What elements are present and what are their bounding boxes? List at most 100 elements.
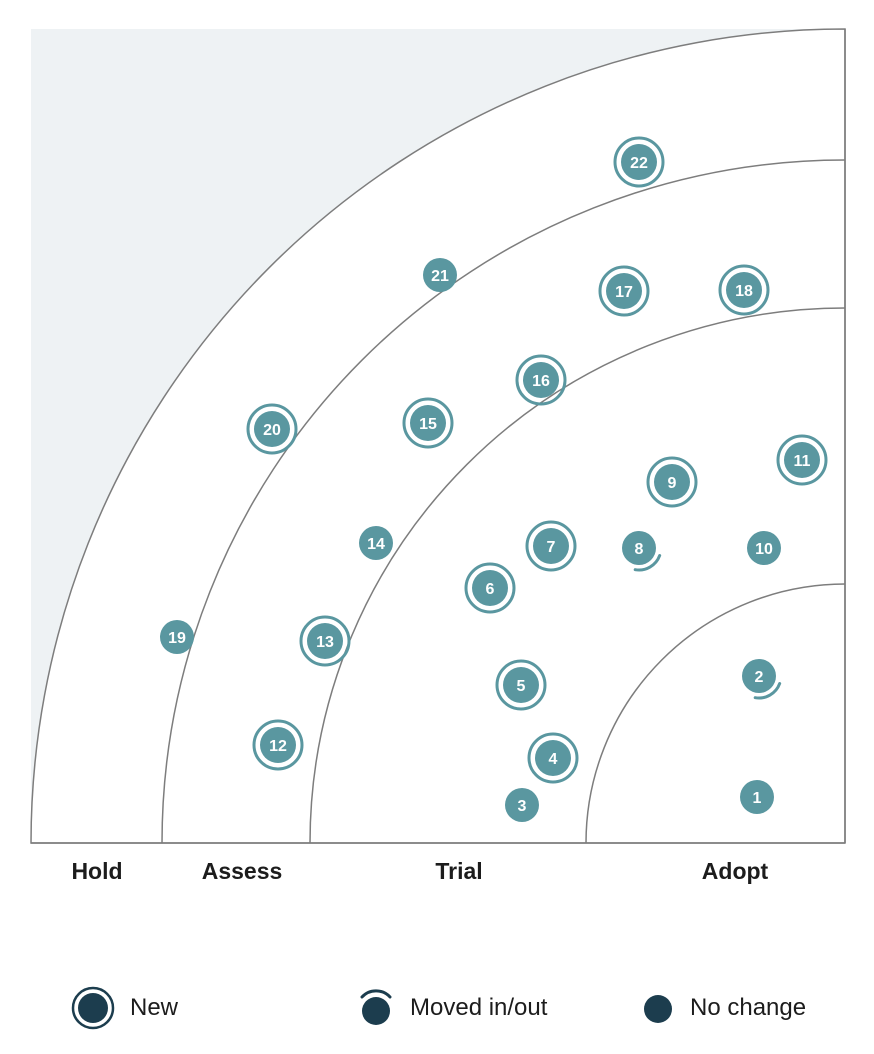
blip-dot	[740, 780, 774, 814]
blip-number: 20	[263, 422, 281, 439]
blip-16[interactable]: 16	[515, 354, 567, 406]
blip-number: 12	[269, 738, 287, 755]
blip-new-ring	[718, 264, 770, 316]
blip-number: 18	[735, 283, 753, 300]
blip-dot	[784, 442, 820, 478]
blip-dot	[359, 526, 393, 560]
legend-label-moved: Moved in/out	[410, 994, 548, 1021]
blip-17[interactable]: 17	[598, 265, 650, 317]
blip-10[interactable]: 10	[747, 531, 781, 565]
ring-label-assess: Assess	[201, 858, 283, 884]
blip-moved-arc	[753, 682, 782, 700]
blip-3[interactable]: 3	[505, 788, 539, 822]
blip-number: 16	[532, 373, 550, 390]
blip-new-ring	[299, 615, 351, 667]
blip-number: 4	[549, 751, 558, 768]
blip-dot	[533, 528, 569, 564]
blip-number: 7	[547, 539, 556, 556]
blip-2[interactable]: 2	[742, 659, 782, 700]
blip-number: 13	[316, 634, 334, 651]
blip-21[interactable]: 21	[423, 258, 457, 292]
blip-12[interactable]: 12	[252, 719, 304, 771]
blip-new-ring	[252, 719, 304, 771]
legend-item-new: New	[70, 984, 178, 1032]
ring-label-trial: Trial	[435, 858, 483, 884]
blip-new-ring	[464, 562, 516, 614]
blip-13[interactable]: 13	[299, 615, 351, 667]
blip-number: 11	[794, 453, 811, 470]
blip-dot	[622, 531, 656, 565]
blip-number: 17	[615, 284, 633, 301]
blip-dot	[747, 531, 781, 565]
blip-dot	[654, 464, 690, 500]
blip-dot	[726, 272, 762, 308]
blip-dot	[505, 788, 539, 822]
blip-8[interactable]: 8	[622, 531, 662, 572]
legend-item-no-change: No change	[640, 984, 806, 1032]
blip-dot	[523, 362, 559, 398]
blip-dot	[742, 659, 776, 693]
blip-dot	[423, 258, 457, 292]
blip-number: 6	[486, 581, 495, 598]
blip-number: 8	[635, 541, 644, 558]
ring-adopt-boundary	[585, 583, 846, 844]
blip-new-ring	[515, 354, 567, 406]
blip-new-ring	[598, 265, 650, 317]
blip-14[interactable]: 14	[359, 526, 393, 560]
legend-label-new: New	[130, 994, 179, 1021]
blip-new-ring	[525, 520, 577, 572]
ring-label-adopt: Adopt	[701, 858, 769, 884]
blip-dot	[503, 667, 539, 703]
blip-9[interactable]: 9	[646, 456, 698, 508]
blip-dot	[621, 144, 657, 180]
blip-19[interactable]: 19	[160, 620, 194, 654]
ring-trial-boundary	[309, 307, 846, 844]
blip-dot	[307, 623, 343, 659]
blip-22[interactable]: 22	[613, 136, 665, 188]
blip-dot	[160, 620, 194, 654]
blip-dot	[535, 740, 571, 776]
blip-number: 5	[517, 678, 526, 695]
blip-dot	[410, 405, 446, 441]
blip-new-ring	[776, 434, 828, 486]
blip-new-ring	[246, 403, 298, 455]
blip-dot	[472, 570, 508, 606]
blip-new-ring	[527, 732, 579, 784]
blip-new-ring	[613, 136, 665, 188]
no-change-indicator-icon	[644, 995, 672, 1023]
blip-number: 2	[755, 669, 764, 686]
moved-indicator-icon	[360, 989, 392, 1025]
blip-number: 1	[753, 790, 762, 807]
legend-item-moved: Moved in/out	[356, 984, 547, 1032]
blip-number: 22	[630, 155, 648, 172]
blip-new-ring	[402, 397, 454, 449]
blip-18[interactable]: 18	[718, 264, 770, 316]
blip-number: 3	[518, 798, 527, 815]
blip-dot	[254, 411, 290, 447]
blip-new-ring	[646, 456, 698, 508]
blip-number: 19	[168, 630, 186, 647]
blip-20[interactable]: 20	[246, 403, 298, 455]
blip-5[interactable]: 5	[495, 659, 547, 711]
legend-label-no-change: No change	[690, 994, 807, 1021]
blip-11[interactable]: 11	[776, 434, 828, 486]
blip-number: 14	[367, 536, 385, 553]
legend: New Moved in/out No change	[0, 984, 874, 1034]
ring-assess-boundary	[161, 159, 846, 844]
blip-moved-arc	[633, 554, 662, 572]
blip-15[interactable]: 15	[402, 397, 454, 449]
blip-number: 15	[419, 416, 437, 433]
blip-new-ring	[495, 659, 547, 711]
blip-4[interactable]: 4	[527, 732, 579, 784]
blip-6[interactable]: 6	[464, 562, 516, 614]
blip-1[interactable]: 1	[740, 780, 774, 814]
blip-dot	[260, 727, 296, 763]
blip-7[interactable]: 7	[525, 520, 577, 572]
blip-number: 10	[755, 541, 773, 558]
blip-number: 9	[668, 475, 677, 492]
blip-number: 21	[431, 268, 449, 285]
ring-label-hold: Hold	[71, 858, 123, 884]
blip-dot	[606, 273, 642, 309]
